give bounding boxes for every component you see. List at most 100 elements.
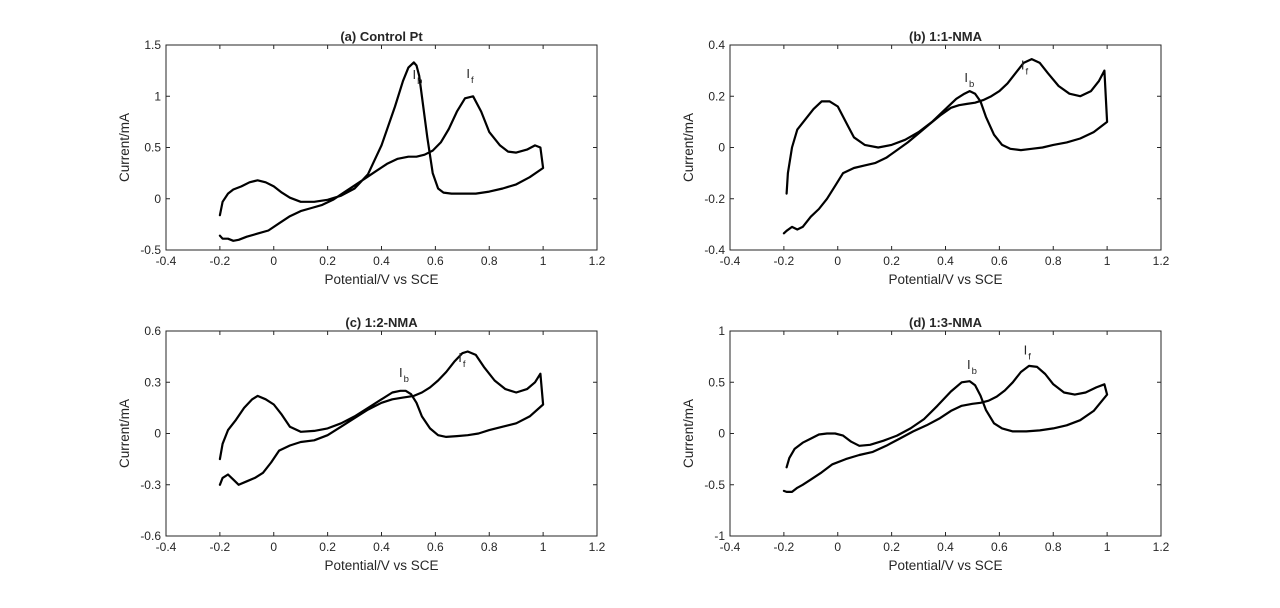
peak-label-main: I [1021,57,1025,72]
peak-label-main: I [1024,343,1028,358]
panel-3: -0.4 -0.2 0 0.2 0.4 0.6 0.8 1 1.2 -0.6 -0.3 0 0.3 0.6… [117,315,606,573]
y-axis-label: Current/mA [117,113,132,182]
x-tick-label: 0.8 [481,540,498,554]
peak-label-subscript: f [1026,66,1029,77]
x-tick-label: 0.2 [883,540,900,554]
x-tick-label: 1 [1104,540,1111,554]
x-tick-label: 0.4 [373,540,390,554]
x-tick-label: 1.2 [1153,254,1170,268]
y-tick-label: 1 [718,324,725,338]
x-tick-label: 0.4 [937,540,954,554]
x-tick-label: 0.8 [1045,254,1062,268]
x-tick-label: 0.2 [319,254,336,268]
x-tick-label: 0.4 [937,254,954,268]
x-tick-label: 0.2 [319,540,336,554]
peak-label-f: If [1021,57,1029,77]
peak-label-subscript: b [417,76,422,87]
y-axis-label: Current/mA [117,399,132,468]
x-tick-label: 0 [270,540,277,554]
peak-label-b: Ib [967,357,977,377]
x-tick-label: 1 [1104,254,1111,268]
peak-label-f: If [458,350,466,370]
peak-label-subscript: b [972,366,977,377]
peak-label-main: I [967,357,971,372]
peak-label-subscript: f [1028,352,1031,363]
cv-curve [782,364,1109,493]
cv-curve [218,350,545,486]
y-tick-label: -0.3 [140,478,161,492]
x-tick-label: 0.6 [991,254,1008,268]
y-tick-label: -0.6 [140,529,161,543]
peak-label-main: I [466,66,470,81]
x-tick-label: 0.8 [481,254,498,268]
x-tick-label: -0.4 [156,254,177,268]
panel-title: (b) 1:1-NMA [909,29,983,44]
y-tick-label: 0.2 [708,89,725,103]
y-tick-label: 0.5 [144,141,161,155]
axes-box [729,330,1162,537]
y-tick-label: -1 [714,529,725,543]
x-tick-label: -0.4 [720,254,741,268]
peak-label-main: I [399,365,403,380]
x-axis-label: Potential/V vs SCE [888,558,1002,573]
x-tick-label: 1 [540,254,547,268]
panel-1: -0.4 -0.2 0 0.2 0.4 0.6 0.8 1 1.2 -0.5 0 0.5 1 1.5 (a)… [117,29,606,287]
x-tick-label: 0 [834,254,841,268]
peak-label-subscript: b [404,374,409,385]
y-tick-label: 0.4 [708,38,725,52]
axes-box [729,44,1162,251]
y-tick-label: -0.4 [704,243,725,257]
y-tick-label: -0.2 [704,192,725,206]
y-tick-label: 1.5 [144,38,161,52]
peak-label-main: I [458,350,462,365]
y-tick-label: 0 [718,141,725,155]
peak-label-main: I [412,67,416,82]
panel-4: -0.4 -0.2 0 0.2 0.4 0.6 0.8 1 1.2 -1 -0.5 0 0.5 1 (d) … [681,315,1170,573]
panel-title: (c) 1:2-NMA [345,315,418,330]
peak-label-b: Ib [412,67,422,87]
axes-box [165,330,598,537]
x-tick-label: 1.2 [1153,540,1170,554]
peak-label-b: Ib [399,365,409,385]
y-tick-label: -0.5 [140,243,161,257]
peak-label-subscript: f [471,75,474,86]
x-tick-label: 0.2 [883,254,900,268]
y-tick-label: 0 [718,427,725,441]
panel-title: (a) Control Pt [340,29,423,44]
peak-label-b: Ib [964,70,974,90]
x-tick-label: -0.2 [210,540,231,554]
x-tick-label: 0.6 [427,540,444,554]
cv-curve [218,61,545,242]
x-tick-label: -0.2 [774,540,795,554]
x-axis-label: Potential/V vs SCE [324,558,438,573]
y-axis-label: Current/mA [681,113,696,182]
x-tick-label: -0.2 [210,254,231,268]
peak-label-f: If [1024,343,1032,363]
y-tick-label: 1 [154,89,161,103]
panel-title: (d) 1:3-NMA [909,315,983,330]
y-axis-label: Current/mA [681,399,696,468]
x-tick-label: 0.4 [373,254,390,268]
peak-label-main: I [964,70,968,85]
x-tick-label: 0 [834,540,841,554]
x-tick-label: -0.2 [774,254,795,268]
x-tick-label: -0.4 [156,540,177,554]
panel-2: -0.4 -0.2 0 0.2 0.4 0.6 0.8 1 1.2 -0.4 -0.2 0 0.2 0.4… [681,29,1170,287]
x-tick-label: 0.8 [1045,540,1062,554]
x-tick-label: -0.4 [720,540,741,554]
x-tick-label: 0.6 [427,254,444,268]
x-axis-label: Potential/V vs SCE [324,272,438,287]
x-tick-label: 1 [540,540,547,554]
x-tick-label: 1.2 [589,540,606,554]
x-tick-label: 1.2 [589,254,606,268]
y-tick-label: -0.5 [704,478,725,492]
peak-label-subscript: b [969,79,974,90]
y-tick-label: 0.3 [144,375,161,389]
peak-label-f: If [466,66,474,86]
y-tick-label: 0 [154,192,161,206]
y-tick-label: 0.6 [144,324,161,338]
x-axis-label: Potential/V vs SCE [888,272,1002,287]
cv-curve [782,58,1109,235]
